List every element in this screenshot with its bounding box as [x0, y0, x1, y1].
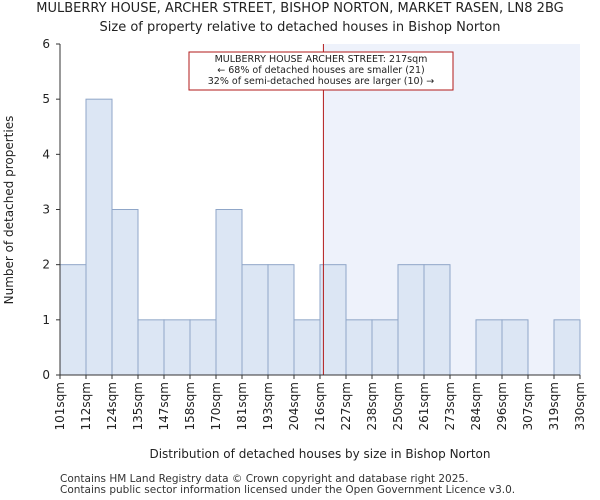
footer-line-2: Contains public sector information licen… — [60, 484, 516, 496]
x-tick-label-307sqm: 307sqm — [521, 382, 535, 430]
annotation-box — [188, 51, 454, 91]
bar-216sqm — [319, 264, 347, 376]
x-tick-label-250sqm: 250sqm — [391, 382, 405, 430]
bar-261sqm — [423, 264, 451, 376]
x-tick-label-261sqm: 261sqm — [417, 382, 431, 430]
bar-284sqm — [475, 319, 503, 376]
x-tick-label-216sqm: 216sqm — [313, 382, 327, 430]
bar-238sqm — [371, 319, 399, 376]
bar-112sqm — [85, 98, 113, 376]
bar-101sqm — [59, 264, 87, 376]
property-annotation: MULBERRY HOUSE ARCHER STREET: 217sqm ← 6… — [188, 51, 454, 91]
bar-181sqm — [241, 264, 269, 376]
x-tick-label-193sqm: 193sqm — [261, 382, 275, 430]
x-tick-label-227sqm: 227sqm — [339, 382, 353, 430]
x-tick-label-284sqm: 284sqm — [469, 382, 483, 430]
x-tick-label-124sqm: 124sqm — [105, 382, 119, 430]
y-tick-label: 4 — [42, 147, 50, 161]
x-tick-label-158sqm: 158sqm — [183, 382, 197, 430]
y-tick-label: 3 — [42, 203, 50, 217]
x-tick-label-135sqm: 135sqm — [131, 382, 145, 430]
bar-296sqm — [501, 319, 529, 376]
x-tick-label-238sqm: 238sqm — [365, 382, 379, 430]
bar-250sqm — [397, 264, 425, 376]
y-tick-label: 1 — [42, 313, 50, 327]
bar-227sqm — [345, 319, 373, 376]
x-tick-label-170sqm: 170sqm — [209, 382, 223, 430]
bar-158sqm — [189, 319, 217, 376]
x-tick-label-101sqm: 101sqm — [53, 382, 67, 430]
y-axis-label: Number of detached properties — [2, 116, 16, 305]
bar-chart: 0 1 2 3 4 5 6 101sqm 112sqm 124sqm 135sqm 147sqm 158… — [2, 37, 587, 461]
y-tick-label: 5 — [42, 92, 50, 106]
bar-204sqm — [293, 319, 321, 376]
x-tick-label-296sqm: 296sqm — [495, 382, 509, 430]
y-tick-label: 0 — [42, 368, 50, 382]
bar-135sqm — [137, 319, 165, 376]
x-tick-label-330sqm: 330sqm — [573, 382, 587, 430]
chart-subtitle: Size of property relative to detached ho… — [99, 20, 501, 35]
y-tick-label: 6 — [42, 37, 50, 51]
bar-170sqm — [215, 209, 243, 376]
x-tick-label-147sqm: 147sqm — [157, 382, 171, 430]
footer-line-1: Contains HM Land Registry data © Crown c… — [60, 473, 469, 485]
bar-124sqm — [111, 209, 139, 376]
x-tick-label-319sqm: 319sqm — [547, 382, 561, 430]
y-tick-label: 2 — [42, 258, 50, 272]
chart-title: MULBERRY HOUSE, ARCHER STREET, BISHOP NO… — [36, 1, 564, 16]
annotation-line-3: 32% of semi-detached houses are larger (… — [208, 76, 435, 87]
x-tick-label-181sqm: 181sqm — [235, 382, 249, 430]
x-tick-label-204sqm: 204sqm — [287, 382, 301, 430]
bar-193sqm — [267, 264, 295, 376]
annotation-line-1: MULBERRY HOUSE ARCHER STREET: 217sqm — [215, 54, 428, 65]
bar-147sqm — [163, 319, 191, 376]
annotation-line-2: ← 68% of detached houses are smaller (21… — [217, 65, 424, 76]
x-tick-label-112sqm: 112sqm — [79, 382, 93, 430]
x-tick-label-273sqm: 273sqm — [443, 382, 457, 430]
x-axis-label: Distribution of detached houses by size … — [149, 447, 490, 461]
bar-319sqm — [553, 319, 581, 376]
